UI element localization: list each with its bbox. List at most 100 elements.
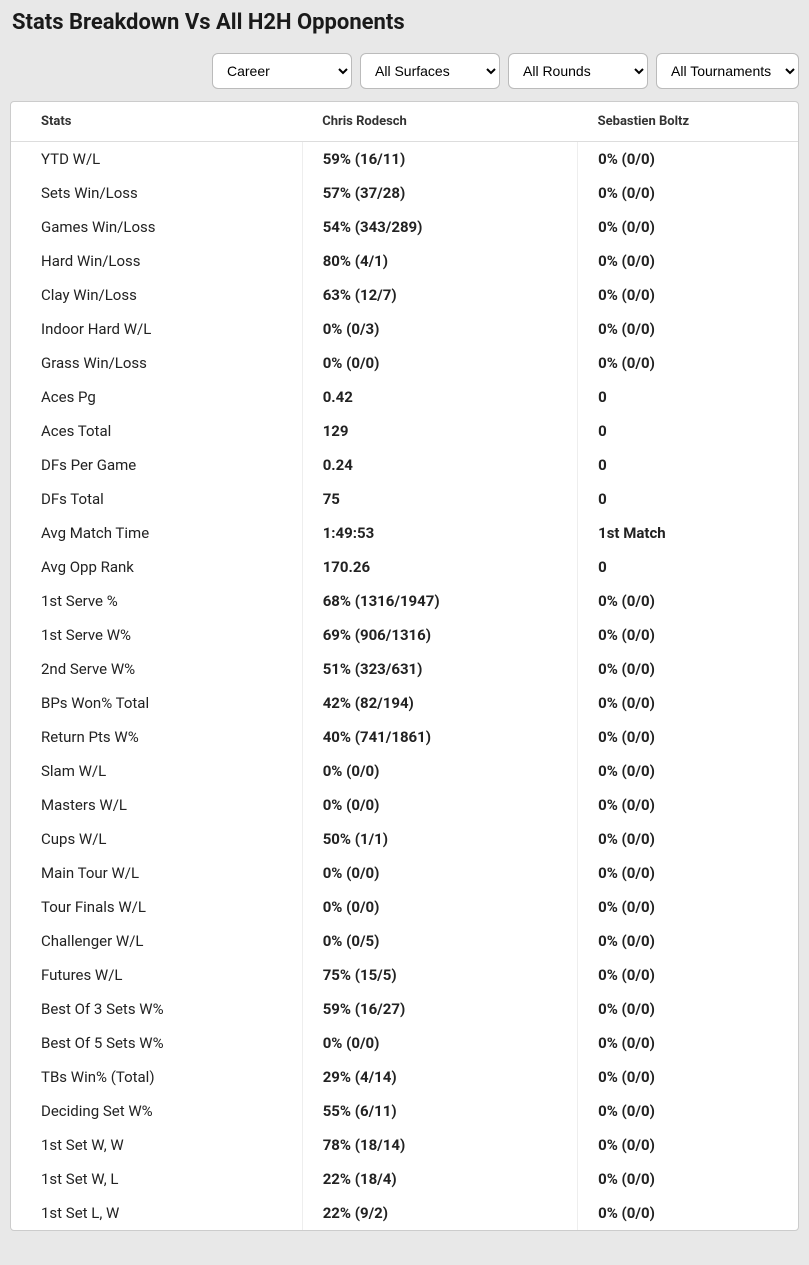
header-stats: Stats bbox=[11, 102, 302, 142]
stat-value-player1: 68% (1316/1947) bbox=[302, 584, 577, 618]
table-row: Aces Pg0.420 bbox=[11, 380, 798, 414]
stat-value-player2: 0 bbox=[578, 550, 798, 584]
stat-value-player2: 0% (0/0) bbox=[578, 584, 798, 618]
stat-label: TBs Win% (Total) bbox=[11, 1060, 302, 1094]
stat-value-player2: 0% (0/0) bbox=[578, 210, 798, 244]
stat-value-player1: 55% (6/11) bbox=[302, 1094, 577, 1128]
stat-value-player2: 0% (0/0) bbox=[578, 1162, 798, 1196]
stat-value-player2: 1st Match bbox=[578, 516, 798, 550]
stat-label: Tour Finals W/L bbox=[11, 890, 302, 924]
stat-value-player2: 0% (0/0) bbox=[578, 890, 798, 924]
stat-value-player2: 0 bbox=[578, 482, 798, 516]
stat-value-player2: 0% (0/0) bbox=[578, 822, 798, 856]
stat-value-player1: 1:49:53 bbox=[302, 516, 577, 550]
table-row: YTD W/L59% (16/11)0% (0/0) bbox=[11, 142, 798, 177]
stat-value-player2: 0% (0/0) bbox=[578, 754, 798, 788]
stat-label: Aces Total bbox=[11, 414, 302, 448]
header-player2: Sebastien Boltz bbox=[578, 102, 798, 142]
stat-label: Indoor Hard W/L bbox=[11, 312, 302, 346]
table-row: 2nd Serve W%51% (323/631)0% (0/0) bbox=[11, 652, 798, 686]
table-row: Challenger W/L0% (0/5)0% (0/0) bbox=[11, 924, 798, 958]
stat-value-player1: 42% (82/194) bbox=[302, 686, 577, 720]
period-select[interactable]: Career bbox=[212, 53, 352, 89]
stats-table: Stats Chris Rodesch Sebastien Boltz YTD … bbox=[11, 102, 798, 1230]
stat-value-player1: 59% (16/11) bbox=[302, 142, 577, 177]
stat-label: Aces Pg bbox=[11, 380, 302, 414]
table-row: 1st Set W, W78% (18/14)0% (0/0) bbox=[11, 1128, 798, 1162]
stat-value-player1: 170.26 bbox=[302, 550, 577, 584]
stat-label: Grass Win/Loss bbox=[11, 346, 302, 380]
stat-value-player2: 0% (0/0) bbox=[578, 142, 798, 177]
stat-value-player1: 63% (12/7) bbox=[302, 278, 577, 312]
stat-label: Clay Win/Loss bbox=[11, 278, 302, 312]
filters-bar: Career All Surfaces All Rounds All Tourn… bbox=[10, 53, 799, 89]
table-row: 1st Set W, L22% (18/4)0% (0/0) bbox=[11, 1162, 798, 1196]
table-row: Best Of 5 Sets W%0% (0/0)0% (0/0) bbox=[11, 1026, 798, 1060]
table-row: BPs Won% Total42% (82/194)0% (0/0) bbox=[11, 686, 798, 720]
table-row: Slam W/L0% (0/0)0% (0/0) bbox=[11, 754, 798, 788]
stat-label: Avg Match Time bbox=[11, 516, 302, 550]
stat-label: Best Of 3 Sets W% bbox=[11, 992, 302, 1026]
stat-label: DFs Total bbox=[11, 482, 302, 516]
table-row: Best Of 3 Sets W%59% (16/27)0% (0/0) bbox=[11, 992, 798, 1026]
stat-label: YTD W/L bbox=[11, 142, 302, 177]
stat-value-player2: 0% (0/0) bbox=[578, 1026, 798, 1060]
table-row: Hard Win/Loss80% (4/1)0% (0/0) bbox=[11, 244, 798, 278]
stat-label: 1st Serve % bbox=[11, 584, 302, 618]
table-row: Avg Match Time1:49:531st Match bbox=[11, 516, 798, 550]
stat-label: Avg Opp Rank bbox=[11, 550, 302, 584]
stat-label: 2nd Serve W% bbox=[11, 652, 302, 686]
table-row: Indoor Hard W/L0% (0/3)0% (0/0) bbox=[11, 312, 798, 346]
table-row: Main Tour W/L0% (0/0)0% (0/0) bbox=[11, 856, 798, 890]
stat-value-player1: 59% (16/27) bbox=[302, 992, 577, 1026]
table-row: Masters W/L0% (0/0)0% (0/0) bbox=[11, 788, 798, 822]
page-title: Stats Breakdown Vs All H2H Opponents bbox=[10, 10, 799, 35]
stat-value-player2: 0% (0/0) bbox=[578, 958, 798, 992]
stat-label: Hard Win/Loss bbox=[11, 244, 302, 278]
round-select[interactable]: All Rounds bbox=[508, 53, 648, 89]
stat-value-player2: 0% (0/0) bbox=[578, 176, 798, 210]
stat-label: 1st Set L, W bbox=[11, 1196, 302, 1230]
stat-label: 1st Set W, L bbox=[11, 1162, 302, 1196]
stat-value-player2: 0% (0/0) bbox=[578, 278, 798, 312]
stat-label: Challenger W/L bbox=[11, 924, 302, 958]
tournament-select[interactable]: All Tournaments bbox=[656, 53, 799, 89]
stat-value-player2: 0% (0/0) bbox=[578, 686, 798, 720]
table-row: DFs Per Game0.240 bbox=[11, 448, 798, 482]
stat-value-player1: 51% (323/631) bbox=[302, 652, 577, 686]
stat-value-player1: 0% (0/3) bbox=[302, 312, 577, 346]
table-row: 1st Set L, W22% (9/2)0% (0/0) bbox=[11, 1196, 798, 1230]
table-row: Grass Win/Loss0% (0/0)0% (0/0) bbox=[11, 346, 798, 380]
stat-label: Return Pts W% bbox=[11, 720, 302, 754]
stat-value-player1: 0.42 bbox=[302, 380, 577, 414]
stat-value-player1: 40% (741/1861) bbox=[302, 720, 577, 754]
table-row: Tour Finals W/L0% (0/0)0% (0/0) bbox=[11, 890, 798, 924]
stat-label: Futures W/L bbox=[11, 958, 302, 992]
stat-value-player1: 22% (9/2) bbox=[302, 1196, 577, 1230]
stat-label: Masters W/L bbox=[11, 788, 302, 822]
stat-value-player1: 0% (0/0) bbox=[302, 754, 577, 788]
stat-value-player1: 0% (0/0) bbox=[302, 346, 577, 380]
stat-value-player2: 0% (0/0) bbox=[578, 346, 798, 380]
stat-value-player1: 129 bbox=[302, 414, 577, 448]
stats-table-wrapper: Stats Chris Rodesch Sebastien Boltz YTD … bbox=[10, 101, 799, 1231]
table-row: Avg Opp Rank170.260 bbox=[11, 550, 798, 584]
stat-value-player2: 0% (0/0) bbox=[578, 856, 798, 890]
stat-label: Cups W/L bbox=[11, 822, 302, 856]
stat-value-player2: 0 bbox=[578, 448, 798, 482]
stat-value-player2: 0% (0/0) bbox=[578, 1128, 798, 1162]
surface-select[interactable]: All Surfaces bbox=[360, 53, 500, 89]
table-row: Futures W/L75% (15/5)0% (0/0) bbox=[11, 958, 798, 992]
stat-value-player2: 0 bbox=[578, 380, 798, 414]
stat-value-player2: 0% (0/0) bbox=[578, 1094, 798, 1128]
stat-value-player1: 78% (18/14) bbox=[302, 1128, 577, 1162]
stat-value-player2: 0% (0/0) bbox=[578, 992, 798, 1026]
stat-value-player2: 0% (0/0) bbox=[578, 652, 798, 686]
stat-label: Sets Win/Loss bbox=[11, 176, 302, 210]
table-row: TBs Win% (Total)29% (4/14)0% (0/0) bbox=[11, 1060, 798, 1094]
stat-value-player2: 0% (0/0) bbox=[578, 1060, 798, 1094]
stat-value-player1: 54% (343/289) bbox=[302, 210, 577, 244]
stat-value-player1: 0% (0/5) bbox=[302, 924, 577, 958]
stat-label: 1st Set W, W bbox=[11, 1128, 302, 1162]
stat-value-player2: 0% (0/0) bbox=[578, 618, 798, 652]
